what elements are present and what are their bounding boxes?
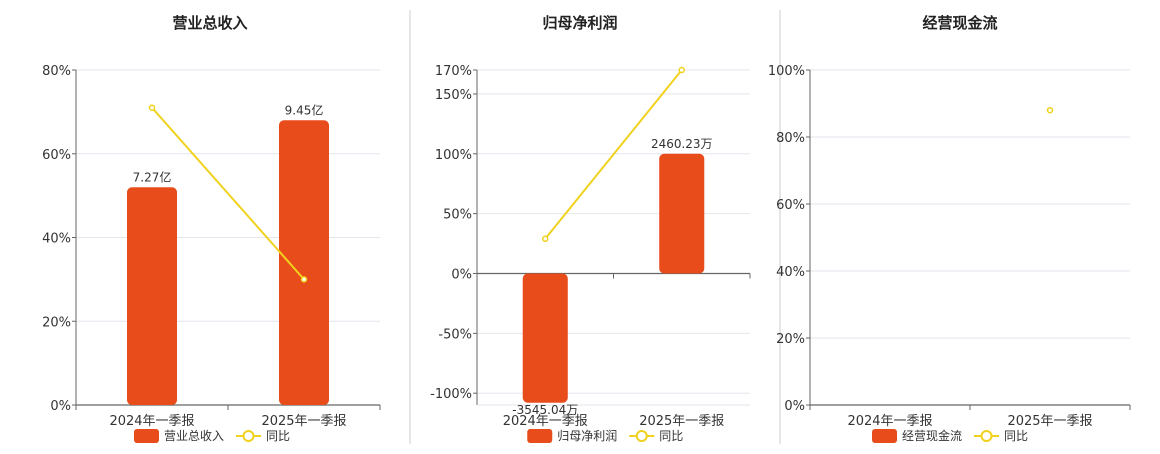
legend-bar-swatch[interactable] (527, 429, 553, 443)
y-tick-label: 150% (435, 88, 472, 103)
line-series (544, 69, 683, 240)
y-tick-label: -50% (438, 327, 472, 342)
x-tick-label: 2024年一季报 (847, 414, 932, 429)
y-tick-label: 50% (443, 208, 472, 223)
legend-bar-label[interactable]: 营业总收入 (164, 429, 224, 443)
legend-bar-swatch[interactable] (134, 429, 159, 443)
bar (279, 120, 329, 405)
y-tick-label: 0% (451, 268, 472, 283)
y-tick-label: 0% (50, 399, 71, 414)
y-tick-label: 20% (776, 332, 805, 347)
y-tick-label: 0% (784, 399, 805, 414)
legend-line-marker (635, 430, 648, 442)
legend-line-label[interactable]: 同比 (659, 429, 683, 443)
legend-line-label[interactable]: 同比 (266, 429, 290, 443)
line-point (542, 235, 549, 243)
y-tick-label: 20% (42, 315, 71, 330)
bar-data-label: -3545.04万 (512, 403, 578, 417)
legend-bar-label[interactable]: 归母净利润 (557, 429, 617, 443)
x-tick-label: 2025年一季报 (261, 414, 346, 429)
y-tick-label: 60% (42, 148, 71, 163)
legend-bar-label[interactable]: 经营现金流 (902, 428, 962, 443)
legend-line-marker (980, 430, 993, 442)
chart-panel-net-profit: 归母净利润 -100% -50% 0% 50% 100% 150% 170% 2024年一季报 2… (430, 14, 751, 443)
line-series (151, 107, 305, 281)
x-tick-label: 2025年一季报 (1007, 414, 1092, 429)
x-tick-label: 2025年一季报 (639, 414, 724, 429)
y-tick-label: 80% (42, 64, 71, 79)
y-tick-label: -100% (430, 387, 472, 402)
bar (522, 273, 568, 403)
line-point (148, 104, 156, 111)
chart-title: 经营现金流 (922, 14, 997, 32)
bar-data-label: 2460.23万 (651, 137, 713, 151)
line-point (300, 276, 308, 283)
line-point (678, 66, 685, 74)
chart-title: 归母净利润 (542, 14, 617, 32)
y-tick-label: 60% (776, 198, 805, 213)
y-tick-label: 170% (435, 64, 472, 79)
chart-title: 营业总收入 (172, 14, 247, 32)
x-tick-label: 2024年一季报 (109, 414, 194, 429)
bar-data-label: 7.27亿 (133, 169, 172, 184)
legend-line-label[interactable]: 同比 (1004, 429, 1028, 443)
legend-line-marker (242, 430, 255, 442)
y-tick-label: 40% (776, 265, 805, 280)
line-point (1046, 106, 1054, 114)
y-tick-label: 80% (776, 131, 805, 146)
y-tick-label: 40% (42, 232, 71, 247)
bar (659, 153, 705, 274)
bar-data-label: 9.45亿 (285, 102, 324, 117)
y-tick-label: 100% (435, 148, 472, 163)
y-tick-label: 100% (768, 64, 805, 79)
legend-bar-swatch[interactable] (872, 429, 897, 443)
bar (127, 187, 177, 405)
chart-panel-revenue: 营业总收入 0% 20% 40% 60% 80% 2024年一季报 2025年一季报 7.27亿… (42, 14, 381, 443)
x-tick-label: 2024年一季报 (503, 414, 588, 429)
